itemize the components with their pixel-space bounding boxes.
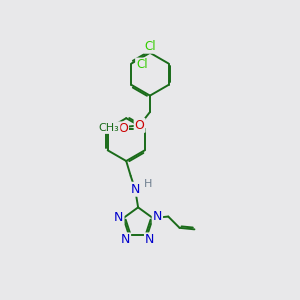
Text: CH₃: CH₃ bbox=[99, 123, 119, 133]
Text: H: H bbox=[143, 179, 152, 189]
Text: Cl: Cl bbox=[144, 40, 156, 53]
Text: O: O bbox=[135, 119, 145, 132]
Text: N: N bbox=[153, 210, 162, 223]
Text: N: N bbox=[145, 233, 154, 246]
Text: N: N bbox=[130, 183, 140, 196]
Text: N: N bbox=[121, 233, 130, 246]
Text: N: N bbox=[114, 211, 124, 224]
Text: O: O bbox=[118, 122, 128, 135]
Text: Cl: Cl bbox=[136, 58, 148, 71]
